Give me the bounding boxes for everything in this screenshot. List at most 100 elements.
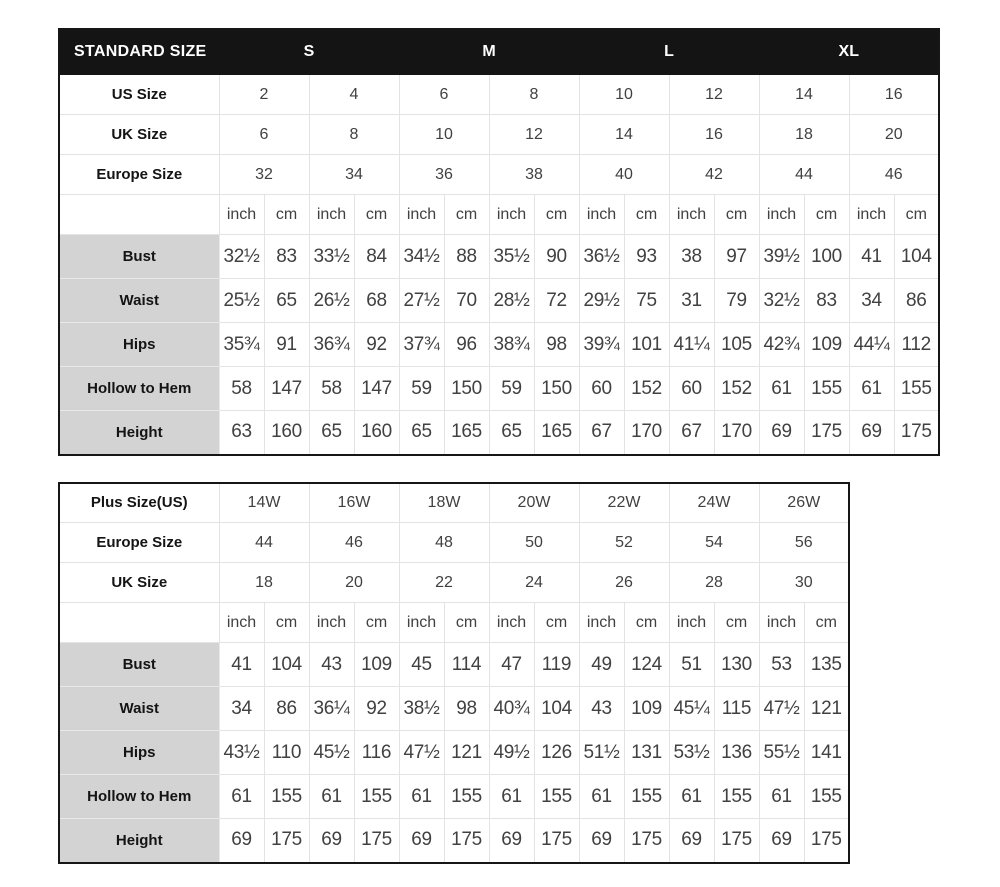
size-row-label: Europe Size [58, 154, 220, 195]
measurement-value-cell: 47½ [758, 686, 805, 731]
unit-header-cell: cm [353, 602, 400, 643]
unit-header-cell: cm [623, 602, 670, 643]
measurement-value-cell: 175 [263, 818, 310, 863]
measurement-value-cell: 65 [263, 278, 310, 323]
unit-header-cell: cm [533, 194, 580, 235]
measurement-row: Bust 32½ 83 33½ 84 34½ 88 35½ 90 36½ 93 38 97 39½ 100 4… [58, 234, 940, 279]
measurement-value-cell: 83 [803, 278, 850, 323]
measurement-value-cell: 97 [713, 234, 760, 279]
empty-corner-cell [58, 194, 220, 235]
measurement-value-cell: 59 [488, 366, 535, 411]
unit-header-cell: inch [398, 194, 445, 235]
measurement-value-cell: 147 [263, 366, 310, 411]
measurement-value-cell: 72 [533, 278, 580, 323]
unit-header-cell: inch [308, 602, 355, 643]
measurement-value-cell: 152 [713, 366, 760, 411]
measurement-value-cell: 44¼ [848, 322, 895, 367]
size-value-cell: 10 [578, 74, 670, 115]
size-row: UK Size 18 20 22 24 26 28 30 [58, 562, 850, 603]
size-value-cell: 22W [578, 482, 670, 523]
size-row: US Size 2 4 6 8 10 12 14 16 [58, 74, 940, 115]
size-value-cell: 18 [218, 562, 310, 603]
measurement-value-cell: 65 [488, 410, 535, 455]
size-value-cell: 6 [398, 74, 490, 115]
measurement-label: Hips [58, 730, 220, 775]
size-value-cell: 16 [848, 74, 940, 115]
size-value-cell: 4 [308, 74, 400, 115]
measurement-value-cell: 155 [353, 774, 400, 819]
size-value-cell: 42 [668, 154, 760, 195]
measurement-value-cell: 32½ [218, 234, 265, 279]
measurement-value-cell: 130 [713, 642, 760, 687]
measurement-value-cell: 53 [758, 642, 805, 687]
measurement-value-cell: 39½ [758, 234, 805, 279]
size-value-cell: 6 [218, 114, 310, 155]
size-value-cell: 46 [848, 154, 940, 195]
measurement-value-cell: 35¾ [218, 322, 265, 367]
size-value-cell: 44 [218, 522, 310, 563]
measurement-value-cell: 49 [578, 642, 625, 687]
unit-header-cell: inch [668, 194, 715, 235]
size-value-cell: 12 [668, 74, 760, 115]
size-value-cell: 16W [308, 482, 400, 523]
unit-header-row: inch cm inch cm inch cm inch cm inch cm inch cm inch… [58, 602, 850, 643]
measurement-row: Waist 25½ 65 26½ 68 27½ 70 28½ 72 29½ 75 31 79 32½ 83 3… [58, 278, 940, 323]
measurement-value-cell: 155 [263, 774, 310, 819]
measurement-value-cell: 83 [263, 234, 310, 279]
unit-header-cell: cm [443, 602, 490, 643]
measurement-value-cell: 79 [713, 278, 760, 323]
size-value-cell: 10 [398, 114, 490, 155]
measurement-value-cell: 69 [758, 818, 805, 863]
measurement-value-cell: 155 [893, 366, 940, 411]
size-value-cell: 16 [668, 114, 760, 155]
size-value-cell: 46 [308, 522, 400, 563]
measurement-value-cell: 61 [758, 366, 805, 411]
measurement-label: Waist [58, 686, 220, 731]
measurement-value-cell: 38¾ [488, 322, 535, 367]
measurement-value-cell: 135 [803, 642, 850, 687]
measurement-value-cell: 45½ [308, 730, 355, 775]
size-group-header: XL [758, 28, 940, 75]
measurement-value-cell: 131 [623, 730, 670, 775]
measurement-label: Hollow to Hem [58, 366, 220, 411]
measurement-value-cell: 91 [263, 322, 310, 367]
measurement-value-cell: 41¼ [668, 322, 715, 367]
measurement-value-cell: 39¾ [578, 322, 625, 367]
measurement-row: Hips 43½ 110 45½ 116 47½ 121 49½ 126 51½ 131 53½ 136… [58, 730, 850, 775]
measurement-value-cell: 43 [308, 642, 355, 687]
unit-header-cell: inch [218, 602, 265, 643]
measurement-value-cell: 53½ [668, 730, 715, 775]
measurement-value-cell: 155 [533, 774, 580, 819]
measurement-value-cell: 121 [443, 730, 490, 775]
size-value-cell: 8 [488, 74, 580, 115]
standard-size-table: STANDARD SIZE S M L XL US Size 2 4 6 8 10 12 14 16 UK … [58, 28, 940, 456]
measurement-value-cell: 69 [398, 818, 445, 863]
unit-header-cell: inch [758, 602, 805, 643]
table-title: STANDARD SIZE [58, 28, 220, 75]
size-value-cell: 28 [668, 562, 760, 603]
size-row-label: Plus Size(US) [58, 482, 220, 523]
measurement-value-cell: 175 [623, 818, 670, 863]
unit-header-cell: cm [713, 602, 760, 643]
unit-header-cell: cm [533, 602, 580, 643]
measurement-value-cell: 90 [533, 234, 580, 279]
size-value-cell: 24W [668, 482, 760, 523]
unit-header-cell: inch [308, 194, 355, 235]
unit-header-cell: inch [488, 194, 535, 235]
size-value-cell: 54 [668, 522, 760, 563]
measurement-value-cell: 40¾ [488, 686, 535, 731]
measurement-value-cell: 69 [308, 818, 355, 863]
size-group-header: L [578, 28, 760, 75]
measurement-value-cell: 61 [848, 366, 895, 411]
measurement-value-cell: 110 [263, 730, 310, 775]
measurement-value-cell: 28½ [488, 278, 535, 323]
measurement-value-cell: 41 [218, 642, 265, 687]
measurement-value-cell: 69 [218, 818, 265, 863]
measurement-value-cell: 41 [848, 234, 895, 279]
measurement-value-cell: 60 [578, 366, 625, 411]
measurement-value-cell: 104 [263, 642, 310, 687]
measurement-value-cell: 58 [308, 366, 355, 411]
measurement-value-cell: 34 [848, 278, 895, 323]
measurement-value-cell: 98 [443, 686, 490, 731]
measurement-row: Bust 41 104 43 109 45 114 47 119 49 124 51 130 53 135 [58, 642, 850, 687]
